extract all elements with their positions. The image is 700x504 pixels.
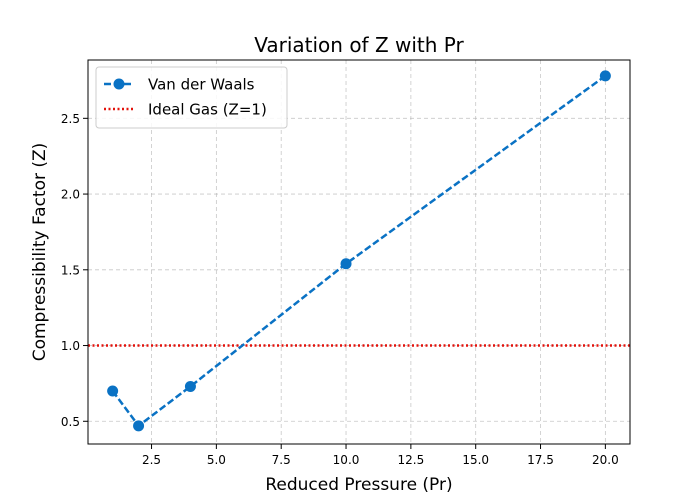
x-axis-ticks: 2.5 5.0 7.5 10.0 12.5 15.0 17.5 20.0 (142, 444, 619, 467)
legend-box (95, 66, 288, 129)
plot-area-frame (87, 59, 631, 445)
y-tick-label: 0.5 (61, 415, 80, 429)
chart-title: Variation of Z with Pr (254, 33, 464, 57)
legend-label-ideal-gas: Ideal Gas (Z=1) (148, 101, 267, 119)
data-point (184, 380, 196, 392)
x-tick-label: 17.5 (527, 453, 554, 467)
legend-label-van-der-waals: Van der Waals (148, 76, 255, 94)
data-point (340, 258, 352, 270)
x-tick-label: 5.0 (207, 453, 226, 467)
van-der-waals-series-line (111, 74, 607, 428)
y-axis-label: Compressibility Factor (Z) (30, 143, 50, 362)
x-tick-label: 2.5 (142, 453, 161, 467)
y-tick-label: 2.0 (61, 188, 80, 202)
x-tick-label: 12.5 (398, 453, 425, 467)
x-axis-label: Reduced Pressure (Pr) (265, 475, 452, 495)
data-point (599, 70, 611, 82)
legend: Van der Waals Ideal Gas (Z=1) (95, 66, 288, 129)
y-axis-ticks: 0.5 1.0 1.5 2.0 2.5 (61, 112, 88, 429)
legend-marker-van-der-waals (113, 78, 125, 90)
y-tick-label: 1.0 (61, 339, 80, 353)
data-point (133, 420, 145, 432)
x-tick-label: 10.0 (333, 453, 360, 467)
x-tick-label: 15.0 (462, 453, 489, 467)
data-point (107, 385, 119, 397)
y-tick-label: 1.5 (61, 263, 80, 277)
y-tick-label: 2.5 (61, 112, 80, 126)
x-tick-label: 20.0 (592, 453, 619, 467)
x-tick-label: 7.5 (272, 453, 291, 467)
series-layer (107, 70, 611, 432)
